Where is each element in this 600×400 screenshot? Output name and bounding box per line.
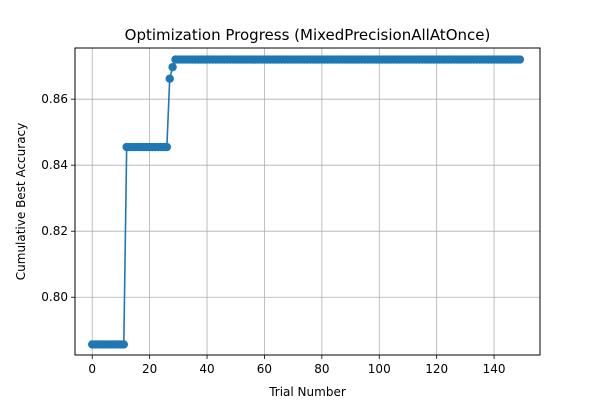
data-point bbox=[515, 55, 525, 64]
x-tick-label: 120 bbox=[425, 362, 448, 376]
grid-lines bbox=[75, 48, 540, 355]
x-tick-label: 140 bbox=[483, 362, 506, 376]
series-cumulative-best bbox=[88, 55, 525, 349]
x-tick-label: 0 bbox=[88, 362, 96, 376]
x-tick-label: 60 bbox=[257, 362, 272, 376]
x-tick-label: 40 bbox=[199, 362, 214, 376]
x-tick-label: 80 bbox=[314, 362, 329, 376]
y-tick-label: 0.86 bbox=[41, 92, 68, 106]
y-tick-label: 0.84 bbox=[41, 158, 68, 172]
y-tick-label: 0.80 bbox=[41, 290, 68, 304]
chart-title: Optimization Progress (MixedPrecisionAll… bbox=[125, 26, 491, 44]
x-axis-label: Trial Number bbox=[268, 385, 346, 399]
data-point bbox=[168, 62, 177, 72]
axis-ticks: 0 20 40 60 80 100 120 140 0.80 0.82 0.84 0.86 bbox=[41, 92, 505, 376]
data-point bbox=[119, 340, 128, 349]
plot-frame bbox=[74, 47, 541, 356]
data-point bbox=[162, 142, 172, 152]
x-tick-label: 20 bbox=[142, 362, 157, 376]
data-point bbox=[165, 74, 174, 83]
x-tick-label: 100 bbox=[368, 362, 391, 376]
y-axis-label: Cumulative Best Accuracy bbox=[14, 123, 28, 280]
y-tick-label: 0.82 bbox=[41, 224, 68, 238]
